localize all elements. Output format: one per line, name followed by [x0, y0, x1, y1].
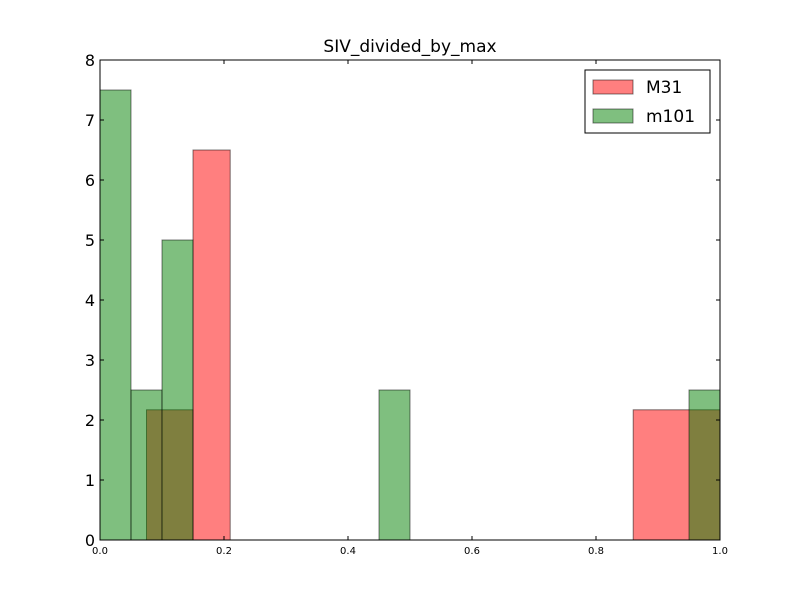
y-tick-label: 5 — [85, 231, 95, 250]
bar-m101-1 — [130, 389, 163, 541]
x-tick-label: 0.8 — [588, 546, 604, 557]
legend-swatch-m101 — [592, 108, 634, 124]
y-tick-label: 3 — [85, 351, 95, 370]
bar-m101-4 — [688, 389, 721, 541]
y-tick-label: 2 — [85, 411, 95, 430]
y-tick-label: 0 — [85, 531, 95, 550]
chart-title: SIV_divided_by_max — [323, 37, 496, 57]
x-tick-label: 0.0 — [92, 546, 108, 557]
y-tick-label: 1 — [85, 471, 95, 490]
bar-m101-2 — [161, 239, 194, 541]
y-tick-label: 6 — [85, 171, 95, 190]
x-tick-label: 1.0 — [712, 546, 728, 557]
y-tick-label: 4 — [85, 291, 95, 310]
ticks-layer: 0.0 0.2 0.4 0.6 0.8 1.0 0 1 2 3 4 5 6 7 8 — [85, 51, 728, 557]
bar-m101-3 — [378, 389, 411, 541]
y-tick-label: 8 — [85, 51, 95, 70]
legend-label-m101: m101 — [646, 107, 695, 127]
x-tick-label: 0.6 — [464, 546, 480, 557]
x-tick-label: 0.4 — [340, 546, 356, 557]
x-tick-label: 0.2 — [216, 546, 232, 557]
legend-swatch-m31 — [592, 79, 634, 95]
legend-label-m31: M31 — [646, 78, 682, 98]
y-tick-label: 7 — [85, 111, 95, 130]
bar-m101-0 — [99, 89, 132, 541]
bar-m31-1 — [192, 149, 231, 541]
legend: M31 m101 — [584, 69, 711, 134]
bars-layer — [99, 89, 721, 541]
